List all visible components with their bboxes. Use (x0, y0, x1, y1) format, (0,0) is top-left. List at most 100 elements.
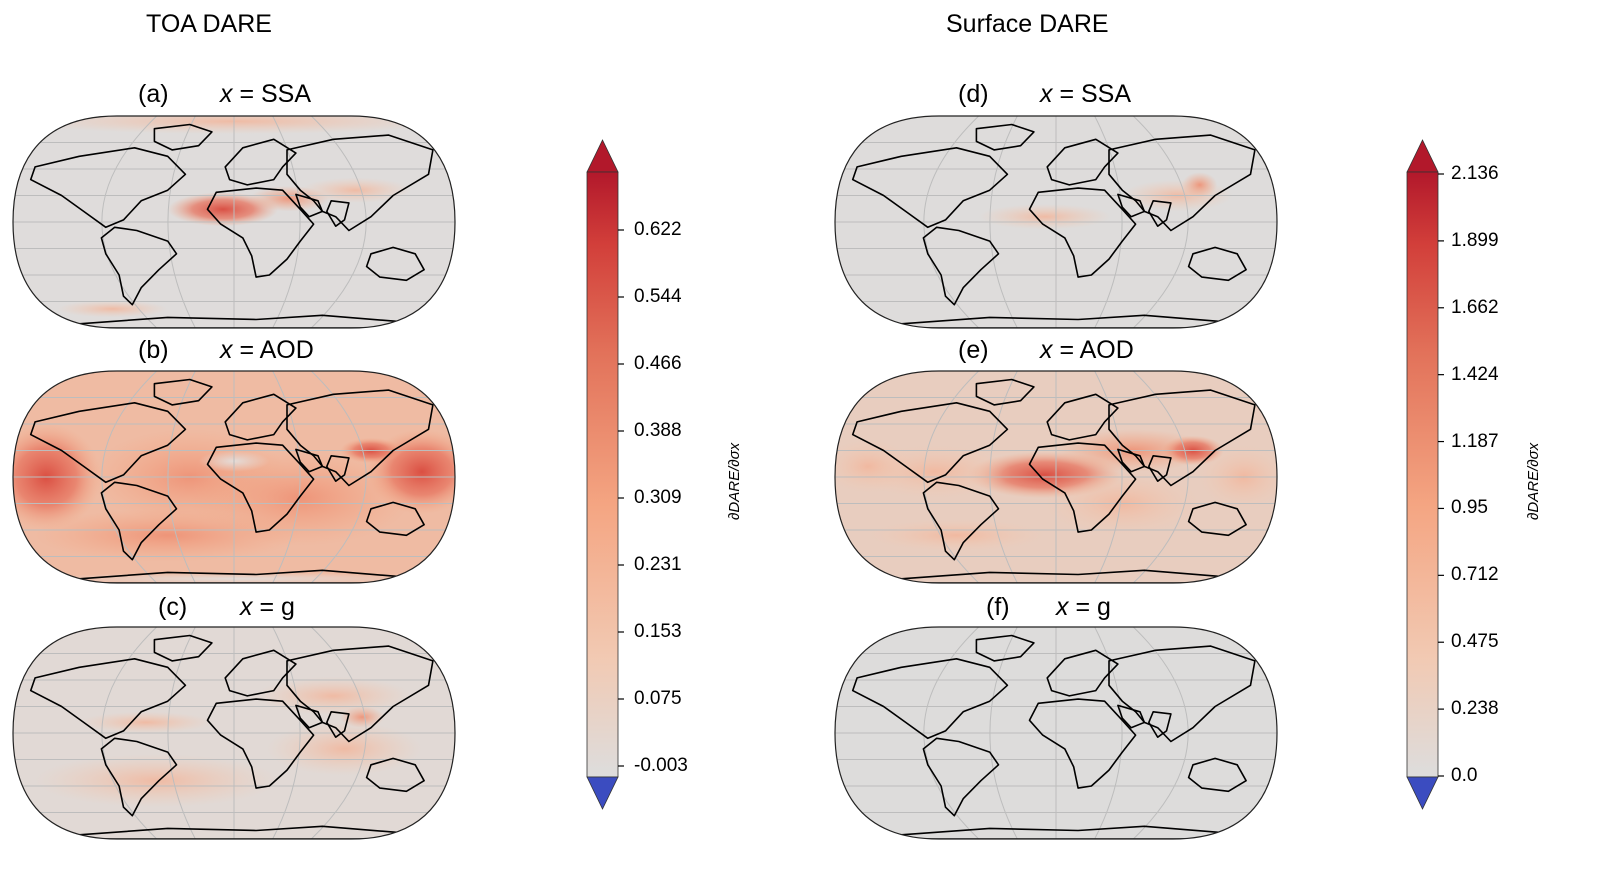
heat-blob (57, 300, 168, 318)
coastlines (29, 123, 434, 328)
coast-europe (224, 649, 297, 697)
heat-field (978, 172, 1233, 230)
coast-europe (224, 393, 297, 441)
colorbar-tick-label: 0.95 (1451, 497, 1488, 519)
coast-asia (286, 645, 434, 743)
coast-northAmerica (851, 657, 1009, 740)
heat-blob (868, 519, 1045, 552)
coast-arabia (295, 193, 324, 218)
coastlines (851, 378, 1256, 583)
coast-australia (1187, 757, 1247, 793)
map-panel-a (12, 115, 456, 329)
heat-blob (978, 203, 1112, 230)
coast-australia (1187, 501, 1247, 537)
colorbar-extend-max (1406, 139, 1439, 173)
panel-title-e: x = AOD (1040, 336, 1134, 364)
coast-australia (365, 501, 425, 537)
colorbar-toa (586, 139, 624, 810)
coast-greenland (975, 123, 1035, 151)
map-border (12, 370, 456, 584)
colorbar-surface (1406, 139, 1444, 810)
coast-europe (1046, 393, 1119, 441)
coast-india (325, 200, 350, 227)
coast-africa (206, 698, 315, 789)
coast-australia (1187, 246, 1247, 282)
coast-arabia (295, 448, 324, 473)
coast-greenland (153, 123, 213, 151)
colorbar-tick-label: 0.544 (634, 286, 682, 307)
map-border (12, 115, 456, 329)
heat-blob (79, 711, 212, 734)
colorbar-tick-label: 0.475 (1451, 631, 1499, 653)
graticule (835, 627, 1277, 839)
heat-blob (300, 177, 411, 203)
coast-africa (206, 187, 315, 278)
heat-field (35, 676, 422, 808)
coast-asia (1108, 645, 1256, 743)
coast-antarctica (900, 825, 1223, 839)
panel-title-d: x = SSA (1040, 80, 1132, 108)
colorbar-tick-label: 1.662 (1451, 296, 1499, 318)
graticule (835, 371, 1277, 583)
coast-asia (286, 134, 434, 232)
colorbar-tick-label: 0.466 (634, 353, 682, 374)
colorbar-extend-max (586, 139, 619, 173)
coast-africa (1028, 442, 1137, 533)
coast-india (325, 454, 350, 483)
map-panel-d (834, 115, 1278, 329)
coast-northAmerica (29, 657, 187, 740)
colorbar-label: ∂DARE/∂σx (726, 442, 743, 520)
coast-southAmerica (100, 737, 178, 817)
map-panel-c (12, 626, 456, 840)
colorbar-tick-label: 1.899 (1451, 229, 1499, 251)
toa-column-title: TOA DARE (146, 10, 272, 38)
panel-title-a: x = SSA (220, 80, 312, 108)
colorbar-tick-label: 0.622 (634, 219, 682, 240)
colorbar-tick-label: 1.187 (1451, 430, 1499, 452)
coast-india (1148, 454, 1172, 483)
heat-blob (835, 439, 913, 493)
graticule (835, 116, 1277, 328)
coast-northAmerica (29, 401, 187, 484)
coast-arabia (1117, 704, 1146, 729)
colorbar-tick-label: 0.309 (634, 487, 682, 508)
surface-column-title: Surface DARE (946, 10, 1109, 38)
panel-label-a: (a) (138, 80, 169, 108)
coast-australia (365, 757, 425, 793)
coast-europe (1046, 138, 1119, 186)
coast-northAmerica (29, 147, 187, 229)
panel-title-f: x = g (1056, 593, 1111, 621)
colorbar-tick-label: 0.075 (634, 688, 682, 709)
panel-label-f: (f) (986, 593, 1010, 621)
coast-india (1148, 200, 1172, 227)
coastlines (29, 378, 434, 583)
map-border (834, 370, 1278, 584)
colorbar-body (586, 171, 619, 778)
coast-greenland (975, 634, 1035, 662)
panel-label-c: (c) (158, 593, 188, 621)
panel-label-d: (d) (958, 80, 989, 108)
coast-africa (206, 442, 315, 533)
colorbar-tick-label: -0.003 (634, 755, 688, 776)
colorbar-tick-label: 2.136 (1451, 163, 1499, 184)
coast-northAmerica (851, 147, 1009, 229)
panel-title-c: x = g (240, 593, 295, 621)
coast-arabia (1117, 193, 1146, 218)
coast-africa (1028, 698, 1137, 789)
colorbar-tick-label: 0.153 (634, 621, 682, 642)
heat-blob (1181, 172, 1218, 198)
coast-asia (286, 389, 434, 487)
coast-india (1148, 710, 1172, 739)
colorbar-extend-min (1406, 776, 1439, 810)
coast-greenland (153, 378, 213, 406)
coast-southAmerica (100, 226, 178, 306)
map-border (834, 115, 1278, 329)
coast-arabia (295, 704, 324, 729)
coast-southAmerica (100, 481, 178, 561)
map-panel-e (834, 370, 1278, 584)
panel-title-b: x = AOD (220, 336, 314, 364)
coastlines (851, 123, 1256, 328)
graticule (13, 627, 455, 839)
coast-asia (1108, 134, 1256, 232)
coast-europe (1046, 649, 1119, 697)
